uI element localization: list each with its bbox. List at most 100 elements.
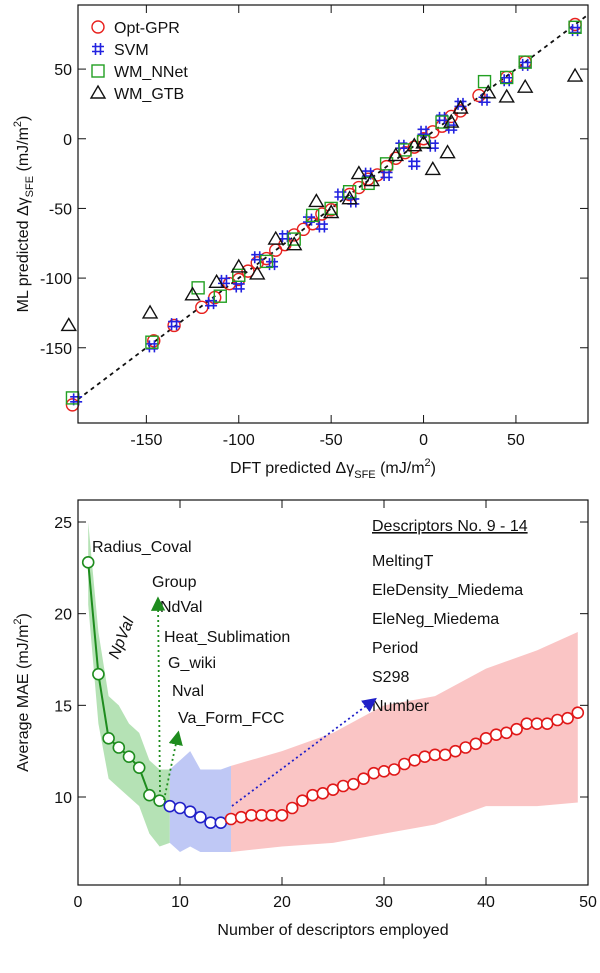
point: [269, 243, 283, 257]
point: [499, 70, 514, 85]
legend-label: SVM: [114, 42, 149, 59]
x-axis-label-part: Number of descriptors employed: [217, 922, 448, 939]
point: [316, 787, 330, 800]
x-axis-label-part: 2: [425, 457, 431, 469]
y-axis-label-part: (mJ/m: [15, 127, 32, 176]
y-tick-label: 0: [63, 132, 72, 149]
point: [305, 208, 320, 223]
point: [477, 74, 492, 89]
x-axis-label-part: SFE: [354, 469, 375, 481]
annotation: Number: [372, 698, 430, 715]
point: [571, 706, 585, 719]
annotation: Nval: [172, 683, 204, 700]
point: [398, 143, 412, 157]
point: [357, 772, 370, 785]
point: [516, 78, 534, 93]
y-axis-label-part: ): [15, 613, 32, 618]
point: [249, 265, 266, 280]
point: [342, 185, 357, 199]
point: [265, 809, 279, 822]
point: [266, 258, 279, 271]
point: [479, 84, 497, 99]
point: [334, 188, 347, 201]
y-tick-label: 20: [54, 607, 72, 624]
y-tick-label: 25: [54, 515, 72, 532]
x-tick-label: 20: [273, 894, 291, 911]
point: [250, 256, 264, 270]
x-axis-label-part: DFT predicted Δγ: [230, 460, 354, 477]
y-tick-label: 10: [54, 790, 72, 807]
point: [426, 139, 439, 152]
point: [230, 258, 247, 273]
x-axis-label-part: (mJ/m: [376, 460, 425, 477]
point: [322, 204, 340, 219]
y-axis-label-part: ): [15, 116, 32, 121]
point: [184, 286, 201, 301]
point: [520, 717, 534, 730]
point: [379, 157, 394, 171]
point: [540, 717, 554, 730]
point: [415, 134, 432, 149]
annotation: S298: [372, 669, 409, 686]
annotation: G_wiki: [168, 655, 216, 672]
x-axis-label-part: ): [431, 460, 436, 477]
point: [452, 99, 469, 114]
annotation: NpVal: [106, 615, 138, 662]
error-band: [88, 522, 170, 847]
point: [308, 193, 325, 208]
legend-marker: [92, 43, 104, 55]
point: [454, 97, 467, 110]
legend-label: WM_NNet: [114, 64, 188, 81]
point: [380, 168, 393, 181]
point: [145, 340, 158, 353]
point: [438, 748, 452, 762]
point: [336, 779, 350, 793]
arrow: [150, 596, 166, 793]
y-tick-label: 15: [54, 698, 72, 715]
point: [418, 750, 432, 763]
point: [287, 232, 301, 246]
point: [217, 274, 230, 287]
point: [81, 556, 95, 569]
point: [173, 801, 187, 815]
point: [439, 144, 456, 159]
point: [436, 111, 449, 124]
point: [350, 165, 368, 180]
point: [214, 816, 228, 829]
x-tick-label: 50: [579, 894, 597, 911]
point: [489, 728, 503, 741]
x-tick-label: 40: [477, 894, 495, 911]
point: [65, 398, 80, 412]
point: [285, 236, 303, 251]
legend-marker: [91, 64, 105, 78]
point: [518, 55, 532, 69]
point: [398, 757, 411, 771]
point: [122, 750, 136, 763]
point: [424, 161, 442, 176]
point: [408, 754, 421, 767]
point: [479, 732, 493, 745]
point: [361, 176, 375, 191]
point: [255, 809, 268, 822]
point: [234, 810, 248, 824]
point: [530, 717, 544, 730]
point: [352, 180, 366, 195]
point: [568, 20, 582, 34]
point: [251, 251, 264, 264]
annotation: Radius_Coval: [92, 539, 192, 556]
y-axis-label: Average MAE (mJ/m2): [12, 613, 32, 772]
plot-frame: [77, 4, 589, 424]
point: [417, 125, 430, 138]
point: [163, 799, 177, 813]
point: [435, 115, 449, 129]
y-axis-label: ML predicted ΔγSFE (mJ/m2): [12, 116, 36, 313]
x-tick-label: -50: [320, 432, 343, 449]
point: [232, 268, 246, 283]
legend-label: Opt-GPR: [114, 20, 180, 37]
x-tick-label: 10: [171, 894, 189, 911]
x-tick-label: -100: [223, 432, 255, 449]
annotation: EleDensity_Miedema: [372, 582, 523, 599]
point: [324, 201, 338, 216]
point: [92, 667, 105, 681]
point: [459, 741, 472, 754]
